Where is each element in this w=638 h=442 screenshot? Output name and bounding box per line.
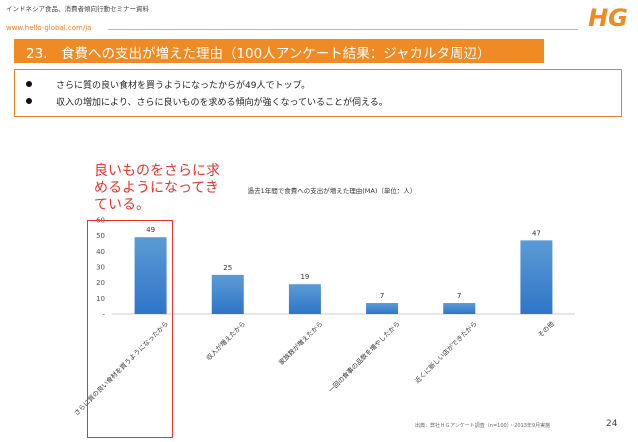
data-label: 25	[223, 264, 232, 272]
y-tick-label: 10	[96, 295, 105, 303]
y-tick-label: -	[102, 311, 105, 319]
document-breadcrumb: インドネシア食品、消費者傾向行動セミナー資料	[6, 5, 149, 13]
y-tick-label: 40	[96, 248, 105, 256]
bar	[520, 240, 553, 314]
callout-text: 良いものをさらに求めるようになってきている。	[94, 163, 220, 213]
bullet-text-1: さらに質の良い食材を買うようになったからが49人でトップ。	[56, 81, 311, 91]
category-label: 一回の食事の品数を増やしたから	[326, 319, 401, 394]
source-note: 出典：弊社ＨＧアンケート調査（n=100）・2013年9月実施	[415, 423, 551, 429]
bar	[443, 303, 476, 314]
hg-logo: HG	[588, 4, 628, 30]
bullet-text-2: 収入の増加により、さらに良いものを求める傾向が強くなっていることが伺える。	[56, 98, 388, 108]
data-label: 49	[146, 226, 155, 234]
category-label: 収入が増えたから	[204, 319, 247, 362]
logo-text: HG	[588, 4, 628, 30]
bar	[366, 303, 399, 314]
page-number: 24	[606, 419, 618, 429]
website-url[interactable]: www.hello-global.com/ja	[6, 24, 92, 32]
bullet-item-1: さらに質の良い食材を買うようになったからが49人でトップ。	[26, 78, 310, 91]
summary-box	[14, 69, 622, 117]
y-tick-label: 20	[96, 279, 105, 287]
y-tick-label: 30	[96, 264, 105, 272]
bullet-dot-icon	[26, 81, 32, 87]
bullet-dot-icon	[26, 98, 32, 104]
bullet-item-2: 収入の増加により、さらに良いものを求める傾向が強くなっていることが伺える。	[26, 95, 388, 108]
slide-title: 23. 食費への支出が増えた理由（100人アンケート結果：ジャカルタ周辺）	[26, 46, 491, 62]
bar	[211, 274, 244, 314]
data-label: 7	[380, 292, 384, 300]
category-label: その他	[536, 319, 557, 340]
chart-title: 過去1年間で食費への支出が増えた理由(MA)（単位：人）	[248, 186, 417, 195]
data-label: 7	[457, 292, 461, 300]
bar	[134, 237, 167, 314]
data-label: 19	[300, 273, 309, 281]
category-label: 家族数が増えたから	[277, 319, 325, 367]
data-label: 47	[532, 229, 541, 237]
title-bar	[14, 39, 544, 63]
y-tick-label: 50	[96, 232, 105, 240]
header-divider	[108, 29, 578, 30]
category-label: 近くに新しい店ができたから	[413, 319, 479, 385]
highlight-box	[87, 220, 173, 438]
bar	[288, 284, 321, 314]
